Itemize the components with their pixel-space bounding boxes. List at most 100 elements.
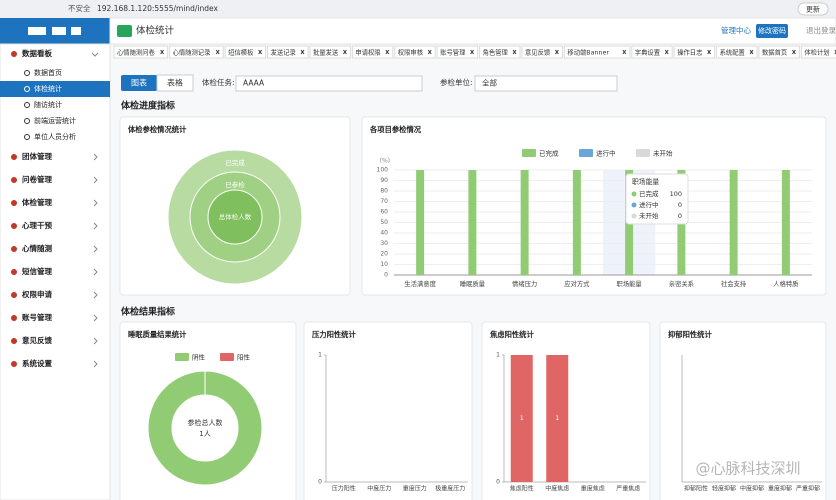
tab-label[interactable]: 操作日志 <box>677 48 702 57</box>
chevron <box>93 222 98 230</box>
tab-close <box>258 49 263 55</box>
tab[interactable] <box>479 45 521 59</box>
menu-item[interactable]: 数据首页 <box>34 68 62 77</box>
chevron <box>93 176 98 184</box>
pie-center-title: 参检总人数 <box>188 418 223 427</box>
tab[interactable] <box>169 45 224 59</box>
update-label[interactable]: 更新 <box>806 5 820 14</box>
tooltip-value: 0 <box>678 201 682 209</box>
tooltip-dot <box>631 213 637 219</box>
chevron <box>93 245 98 253</box>
tab-label[interactable]: 体检计划 <box>804 48 829 57</box>
tooltip-dot <box>631 191 637 197</box>
unit-value[interactable]: 全部 <box>482 78 497 88</box>
unit-select[interactable] <box>474 75 618 92</box>
bar <box>546 355 569 482</box>
legend-swatch <box>636 149 650 157</box>
tab-label[interactable]: 心情随测问卷 <box>117 48 155 57</box>
menu-group[interactable]: 心情随测 <box>22 243 52 253</box>
tab[interactable] <box>309 45 351 59</box>
security-label: 不安全 <box>68 3 91 13</box>
logout[interactable]: 退出登录 <box>806 25 836 35</box>
menu-toggle[interactable] <box>117 25 132 37</box>
submenu-icon <box>24 118 30 124</box>
logo-block <box>28 27 46 35</box>
chevron <box>93 314 98 322</box>
tab[interactable] <box>716 45 758 59</box>
task-value[interactable]: AAAA <box>243 79 265 88</box>
tab[interactable] <box>673 45 716 59</box>
view-tab-label[interactable]: 图表 <box>131 78 147 88</box>
menu-item[interactable]: 单位人员分析 <box>34 132 76 141</box>
menu-icon <box>11 51 17 57</box>
logo-block <box>52 27 66 35</box>
x-tick-label: 焦虑阳性 <box>510 485 534 493</box>
tab[interactable] <box>224 45 267 59</box>
pie-slice <box>147 370 263 486</box>
tab[interactable] <box>800 45 836 59</box>
tab-label[interactable]: 批量发送 <box>313 48 339 57</box>
tab[interactable] <box>631 45 673 59</box>
password-label[interactable]: 修改密码 <box>758 26 786 35</box>
menu-icon <box>11 292 17 298</box>
tab[interactable] <box>113 45 169 59</box>
ring-label: 已完成 <box>225 158 245 167</box>
tab-close <box>160 49 165 55</box>
bar <box>510 355 533 482</box>
tab[interactable] <box>351 45 394 59</box>
tab-label[interactable]: 角色管理 <box>483 48 509 57</box>
tab-label[interactable]: 发送记录 <box>271 48 296 57</box>
tab-label[interactable]: 心情随测记录 <box>173 48 211 57</box>
bar <box>520 170 529 275</box>
tab-label[interactable]: 移动端Banner <box>567 48 609 57</box>
view-tab[interactable] <box>156 74 194 92</box>
password-button[interactable] <box>756 24 788 38</box>
menu-group[interactable]: 权限申请 <box>21 289 52 299</box>
bar <box>416 170 425 275</box>
menu-item[interactable]: 随访统计 <box>34 100 62 109</box>
menu-group[interactable]: 问卷管理 <box>22 174 52 184</box>
tab-label[interactable]: 申请权限 <box>355 48 381 57</box>
menu-icon <box>11 338 17 344</box>
menu-group[interactable]: 系统设置 <box>22 358 52 368</box>
y-tick-label: 0 <box>384 272 388 279</box>
url: 192.168.1.120:5555/mind/index <box>97 4 219 13</box>
data-label: 1 <box>555 415 559 422</box>
tab[interactable] <box>394 45 436 59</box>
tooltip-name: 进行中 <box>639 200 659 209</box>
bar <box>729 170 738 275</box>
tab[interactable] <box>758 45 800 59</box>
update-button[interactable] <box>797 2 829 16</box>
tab[interactable] <box>436 45 479 59</box>
menu-group[interactable]: 数据看板 <box>22 48 52 58</box>
tab-close <box>512 49 517 55</box>
menu-group[interactable]: 短信管理 <box>22 266 52 276</box>
bar <box>468 170 477 275</box>
tab[interactable] <box>267 45 309 59</box>
tab-label[interactable]: 短信模板 <box>228 48 254 57</box>
tab-label[interactable]: 账号管理 <box>440 48 466 57</box>
card-title: 焦虑阳性统计 <box>489 330 534 339</box>
menu-item[interactable]: 前端运营统计 <box>34 116 76 125</box>
menu-item[interactable]: 体检统计 <box>34 84 62 93</box>
tab-label[interactable]: 意见反馈 <box>525 48 551 57</box>
tab-label[interactable]: 系统配置 <box>720 48 745 57</box>
x-tick-label: 极重度压力 <box>435 485 465 493</box>
tab-label[interactable]: 数据首页 <box>762 48 787 57</box>
tab-label[interactable]: 字典设置 <box>635 48 660 57</box>
view-tab[interactable] <box>121 75 157 91</box>
tab-label[interactable]: 权限审核 <box>398 48 424 57</box>
view-tab-label[interactable]: 表格 <box>167 78 183 88</box>
filter-label: 参检单位: <box>440 77 473 87</box>
center-link[interactable]: 管理中心 <box>721 25 751 35</box>
y-tick-label: 1 <box>496 352 500 359</box>
task-select[interactable] <box>235 75 423 92</box>
menu-group[interactable]: 心理干预 <box>22 220 52 230</box>
menu-group[interactable]: 账号管理 <box>22 312 52 322</box>
menu-group[interactable]: 意见反馈 <box>22 335 52 345</box>
tab[interactable] <box>563 45 631 59</box>
menu-group[interactable]: 体检管理 <box>22 197 52 207</box>
tab[interactable] <box>521 45 563 59</box>
menu-group[interactable]: 团体管理 <box>22 151 52 161</box>
